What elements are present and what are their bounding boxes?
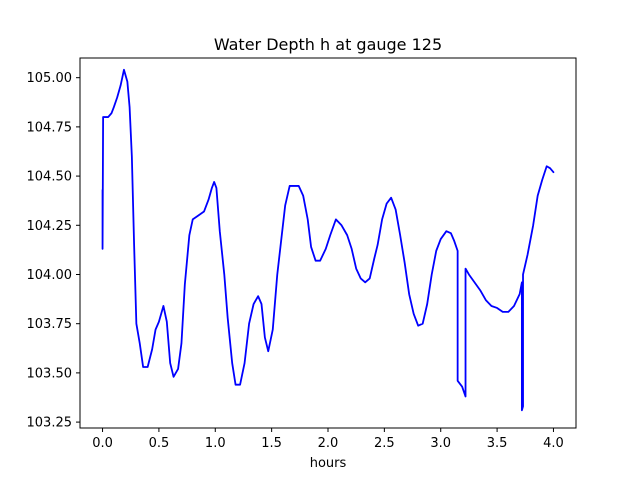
chart-title: Water Depth h at gauge 125 [214, 35, 442, 54]
y-tick-label: 104.00 [27, 268, 73, 283]
x-tick-label: 2.0 [318, 436, 339, 451]
y-tick-label: 104.25 [27, 219, 73, 234]
x-tick-label: 2.5 [374, 436, 395, 451]
x-tick-label: 1.0 [205, 436, 226, 451]
y-tick-label: 104.75 [27, 120, 73, 135]
x-axis-label: hours [310, 456, 347, 471]
x-tick-label: 4.0 [543, 436, 564, 451]
y-tick-label: 103.25 [27, 416, 73, 431]
x-tick-label: 0.0 [92, 436, 113, 451]
y-tick-label: 103.75 [27, 317, 73, 332]
x-tick-label: 3.5 [487, 436, 508, 451]
y-tick-label: 105.00 [27, 71, 73, 86]
x-tick-label: 3.0 [430, 436, 451, 451]
x-tick-label: 1.5 [261, 436, 282, 451]
series-line [101, 68, 555, 412]
plot-area [101, 68, 555, 412]
y-tick-label: 103.50 [27, 366, 73, 381]
y-tick-label: 104.50 [27, 170, 73, 185]
x-tick-label: 0.5 [149, 436, 170, 451]
axis-ticks: 0.0 0.5 1.0 1.5 2.0 2.5 3.0 3.5 4.0 103.25 103.50 1… [27, 71, 564, 451]
